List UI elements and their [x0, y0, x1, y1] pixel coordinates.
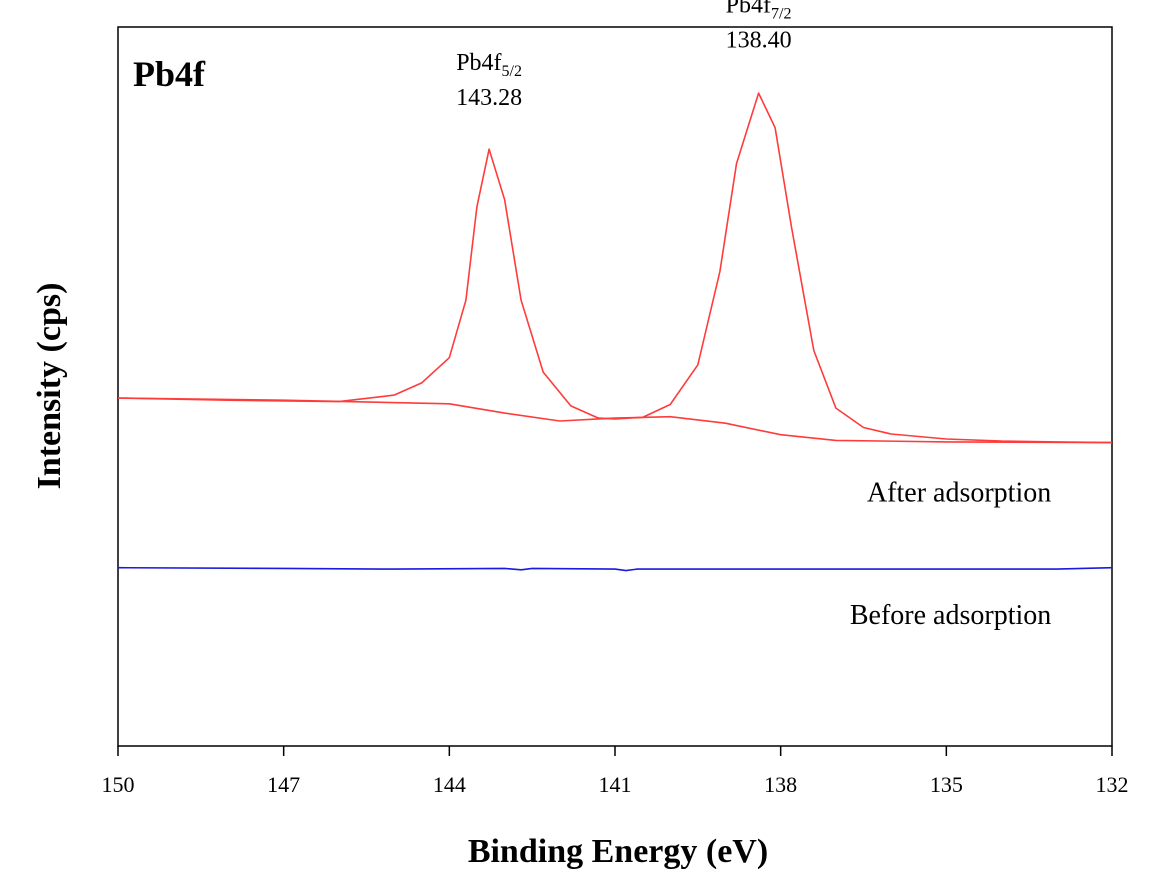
x-axis-title: Binding Energy (eV) — [468, 833, 768, 870]
x-tick-label: 150 — [102, 772, 135, 797]
series-line-1 — [117, 397, 1113, 444]
x-tick-label: 147 — [267, 772, 300, 797]
x-tick-label: 141 — [599, 772, 632, 797]
x-tick-label: 135 — [930, 772, 963, 797]
series-group — [117, 92, 1113, 572]
series-line-2 — [117, 566, 1113, 572]
series-line-0 — [117, 92, 1113, 444]
plot-frame — [117, 26, 1113, 747]
series-label: Before adsorption — [850, 600, 1051, 631]
chart-title: Pb4f — [133, 54, 206, 94]
peak-label: Pb4f7/2 — [726, 0, 792, 23]
peak-label-main: Pb4f — [726, 0, 771, 19]
x-tick-label: 144 — [433, 772, 466, 797]
y-axis-title: Intensity (cps) — [31, 283, 68, 490]
peak-label-main: Pb4f — [456, 50, 501, 76]
series-label: After adsorption — [867, 478, 1051, 509]
x-axis-ticks: 150 147 144 141 138 135 132 — [102, 746, 1129, 797]
peak-label-subscript: 5/2 — [502, 63, 522, 80]
x-tick-label: 132 — [1096, 772, 1129, 797]
peak-value-label: 138.40 — [726, 28, 792, 54]
peak-label: Pb4f5/2 — [456, 50, 522, 80]
peak-value-label: 143.28 — [456, 85, 522, 111]
peak-label-subscript: 7/2 — [771, 6, 791, 23]
x-tick-label: 138 — [764, 772, 797, 797]
